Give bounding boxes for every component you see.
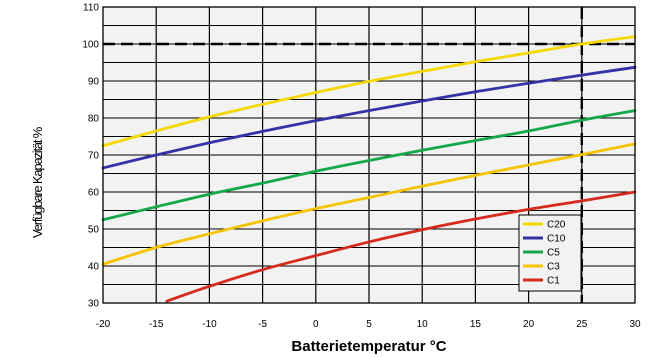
y-axis-label: Verfügbare Kapazität % xyxy=(30,126,45,238)
x-tick-label: 15 xyxy=(470,319,482,330)
x-tick-label: -20 xyxy=(96,319,111,330)
series-lines xyxy=(101,35,637,303)
x-tick-label: 5 xyxy=(366,319,372,330)
series-line-c1 xyxy=(165,190,637,303)
y-tick-label: 90 xyxy=(88,77,100,88)
y-tick-label: 50 xyxy=(88,225,100,236)
legend-label: C10 xyxy=(547,234,566,245)
x-tick-label: -10 xyxy=(202,319,217,330)
x-tick-label: 30 xyxy=(629,319,641,330)
legend-label: C20 xyxy=(547,220,566,231)
y-tick-label: 80 xyxy=(88,114,100,125)
x-axis-ticks: -20 -15 -10 -5 0 5 10 15 20 25 30 xyxy=(96,319,641,330)
series-line-c5 xyxy=(101,109,637,222)
y-tick-label: 110 xyxy=(83,3,99,14)
x-tick-label: 20 xyxy=(523,319,535,330)
y-tick-label: 60 xyxy=(88,188,100,199)
legend-label: C3 xyxy=(547,262,560,273)
x-tick-label: 10 xyxy=(417,319,429,330)
x-tick-label: 0 xyxy=(313,319,319,330)
y-tick-label: 100 xyxy=(82,40,99,51)
legend-label: C1 xyxy=(547,276,560,287)
x-axis-label: Batterietemperatur °C xyxy=(291,338,446,355)
series-line-c10 xyxy=(101,65,637,170)
y-axis-ticks: 30 40 50 60 70 80 90 100 110 xyxy=(82,3,99,310)
y-tick-label: 70 xyxy=(88,151,100,162)
y-tick-label: 30 xyxy=(88,299,100,310)
y-tick-label: 40 xyxy=(88,262,100,273)
series-line-c3 xyxy=(101,142,637,266)
x-tick-label: -15 xyxy=(149,319,164,330)
legend: C20 C10 C5 C3 C1 xyxy=(518,214,582,292)
series-line-c20 xyxy=(101,35,637,148)
legend-label: C5 xyxy=(547,248,560,259)
plot-frame xyxy=(102,6,636,304)
x-tick-label: 25 xyxy=(576,319,588,330)
x-tick-label: -5 xyxy=(258,319,267,330)
